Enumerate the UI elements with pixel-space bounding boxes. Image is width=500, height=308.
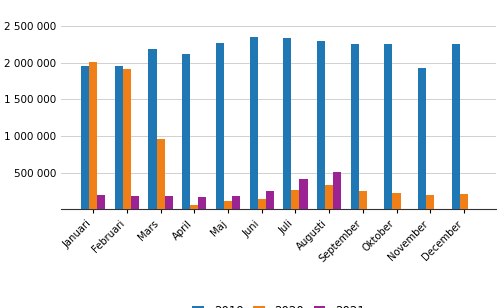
Bar [317,41,325,209]
Bar [350,44,359,209]
Bar [198,197,206,209]
Bar [292,190,300,209]
Bar [224,201,232,209]
Bar [190,205,198,209]
Bar [97,195,106,209]
Bar [392,193,400,209]
Bar [148,49,156,209]
Bar [156,139,164,209]
Bar [426,195,434,209]
Bar [325,185,333,209]
Bar [114,67,123,209]
Bar [266,191,274,209]
Bar [284,38,292,209]
Bar [182,54,190,209]
Bar [232,196,240,209]
Bar [123,69,131,209]
Bar [81,66,89,209]
Bar [216,43,224,209]
Legend: 2019, 2020, 2021: 2019, 2020, 2021 [188,300,370,308]
Bar [164,196,172,209]
Bar [359,192,367,209]
Bar [418,68,426,209]
Bar [258,199,266,209]
Bar [131,196,139,209]
Bar [333,172,342,209]
Bar [384,44,392,209]
Bar [460,194,468,209]
Bar [300,179,308,209]
Bar [250,37,258,209]
Bar [452,44,460,209]
Bar [89,62,97,209]
